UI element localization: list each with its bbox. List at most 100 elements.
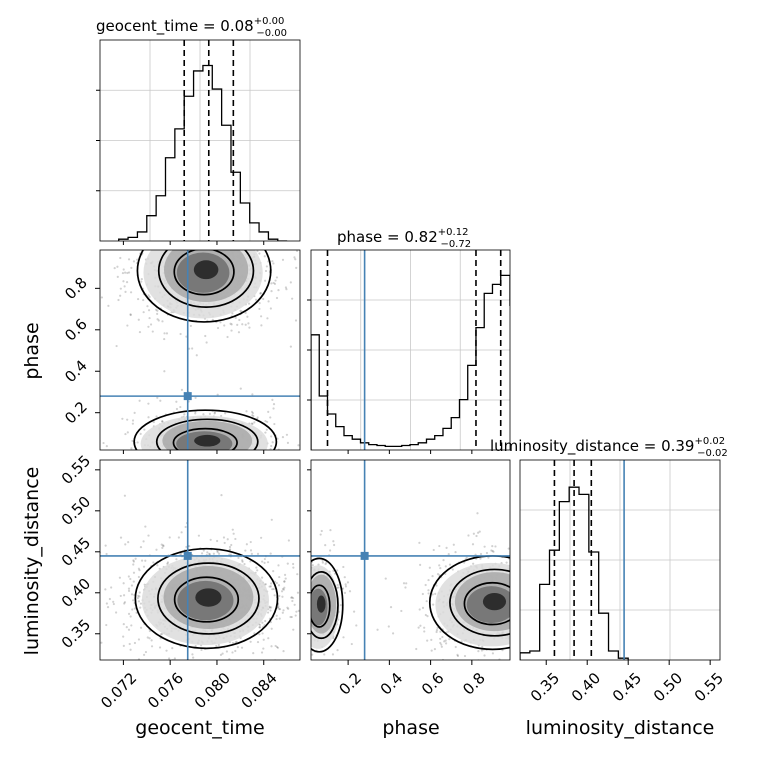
- scatter-point: [522, 618, 524, 620]
- scatter-point: [244, 311, 247, 315]
- scatter-point: [522, 625, 524, 627]
- scatter-point: [132, 260, 136, 263]
- scatter-point: [148, 467, 150, 469]
- scatter-point: [428, 566, 431, 569]
- scatter-point: [190, 464, 192, 466]
- scatter-point: [421, 592, 424, 596]
- scatter-point: [337, 586, 340, 589]
- scatter-point: [452, 543, 455, 546]
- scatter-point: [275, 581, 278, 585]
- scatter-point: [287, 572, 289, 574]
- scatter-point: [246, 243, 248, 245]
- scatter-point: [281, 595, 284, 598]
- scatter-point: [483, 545, 486, 548]
- scatter-point: [183, 488, 185, 490]
- scatter-point: [268, 605, 271, 608]
- scatter-point: [512, 610, 514, 612]
- scatter-point: [315, 669, 317, 671]
- scatter-point: [307, 603, 309, 605]
- truth-marker-luminosity_distance: [183, 551, 192, 560]
- scatter-point: [438, 544, 441, 548]
- scatter-point: [274, 464, 276, 466]
- scatter-point: [513, 584, 515, 586]
- scatter-point: [213, 455, 215, 457]
- scatter-point: [212, 670, 214, 672]
- scatter-point: [104, 588, 107, 591]
- scatter-point: [549, 610, 551, 612]
- scatter-point: [191, 653, 194, 656]
- scatter-point: [542, 581, 544, 583]
- scatter-point: [226, 335, 229, 339]
- scatter-point: [579, 606, 581, 608]
- scatter-point: [112, 464, 114, 466]
- scatter-point: [253, 632, 256, 635]
- scatter-point: [247, 322, 250, 325]
- scatter-point: [234, 641, 237, 644]
- scatter-point: [150, 639, 153, 642]
- scatter-point: [161, 245, 163, 247]
- contour-1: [157, 250, 255, 308]
- scatter-point: [307, 608, 309, 610]
- scatter-point: [264, 419, 267, 423]
- scatter-point: [208, 553, 211, 556]
- scatter-point: [142, 227, 144, 229]
- scatter-point: [243, 450, 245, 452]
- scatter-point: [199, 243, 201, 245]
- scatter-point: [261, 228, 263, 230]
- scatter-point: [122, 644, 125, 647]
- scatter-point: [161, 546, 164, 549]
- scatter-point: [261, 632, 264, 635]
- scatter-point: [566, 617, 568, 619]
- scatter-point: [454, 645, 457, 649]
- scatter-point: [527, 637, 529, 639]
- scatter-point: [523, 604, 525, 606]
- scatter-point: [542, 626, 544, 628]
- scatter-point: [480, 649, 484, 652]
- density-phase_vs_geocent_time-1: [100, 387, 300, 490]
- scatter-point: [304, 609, 306, 611]
- scatter-point: [516, 637, 518, 639]
- scatter-point: [537, 584, 539, 586]
- scatter-point: [336, 649, 339, 652]
- density-level-3: [193, 260, 219, 280]
- scatter-point: [249, 540, 252, 544]
- scatter-point: [280, 590, 284, 593]
- scatter-point: [152, 561, 155, 564]
- scatter-point: [307, 585, 309, 587]
- scatter-point: [512, 620, 514, 622]
- scatter-point: [384, 577, 387, 580]
- scatter-point: [476, 531, 480, 534]
- scatter-point: [285, 657, 287, 659]
- x-tick-label: 0.35: [527, 669, 563, 705]
- scatter-point: [221, 237, 223, 239]
- scatter-point: [152, 227, 154, 229]
- panel-frame-1-2: [310, 459, 511, 661]
- scatter-point: [277, 605, 280, 609]
- scatter-point: [264, 431, 267, 434]
- scatter-point: [275, 276, 279, 279]
- scatter-point: [265, 223, 267, 225]
- scatter-point: [263, 561, 266, 564]
- scatter-point: [240, 646, 244, 649]
- scatter-point: [124, 432, 127, 436]
- scatter-point: [258, 252, 261, 255]
- scatter-point: [122, 594, 126, 597]
- scatter-point: [227, 212, 229, 214]
- scatter-point: [217, 454, 219, 456]
- scatter-point: [228, 244, 230, 246]
- scatter-point: [168, 466, 170, 468]
- scatter-point: [238, 318, 241, 322]
- scatter-point: [523, 631, 525, 633]
- scatter-point: [195, 217, 197, 219]
- scatter-point: [258, 626, 261, 629]
- scatter-point: [247, 466, 249, 468]
- scatter-point: [218, 238, 220, 240]
- scatter-point: [179, 552, 183, 555]
- scatter-point: [222, 238, 224, 240]
- scatter-point: [308, 615, 310, 617]
- scatter-point: [136, 596, 140, 600]
- scatter-point: [293, 610, 295, 612]
- scatter-point: [305, 592, 307, 594]
- scatter-point: [197, 683, 199, 685]
- scatter-point: [308, 595, 310, 597]
